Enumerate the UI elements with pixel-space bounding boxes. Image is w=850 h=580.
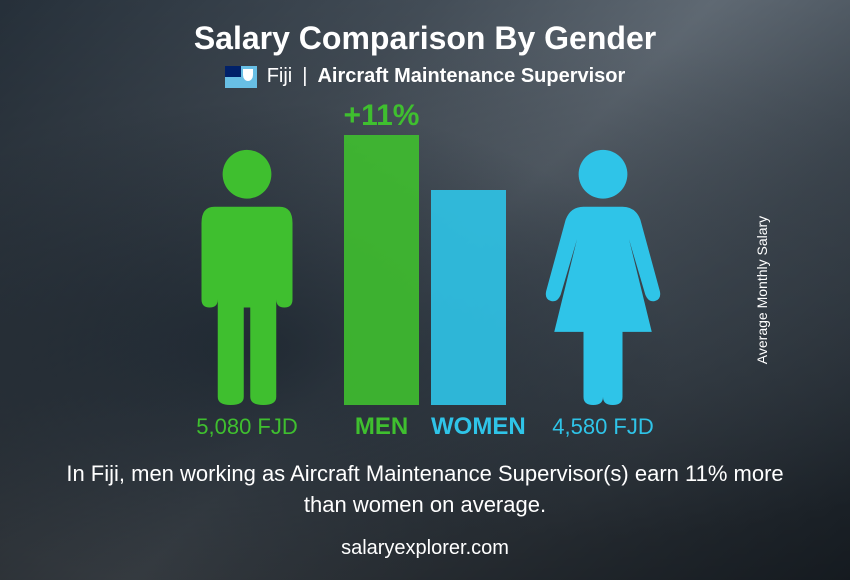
men-bar (344, 135, 419, 405)
men-gender-label: MEN (344, 413, 419, 441)
women-figure-col (518, 145, 688, 405)
y-axis-label: Average Monthly Salary (754, 216, 770, 364)
man-icon (162, 145, 332, 405)
fiji-flag-icon (225, 66, 257, 88)
men-salary-label: 5,080 FJD (162, 414, 332, 440)
women-bar-col (431, 190, 506, 405)
chart-area: +11% (40, 118, 810, 405)
description-text: In Fiji, men working as Aircraft Mainten… (65, 459, 785, 521)
separator: | (302, 65, 307, 88)
women-bar (431, 190, 506, 405)
woman-icon (518, 145, 688, 405)
men-bar-col: +11% (344, 135, 419, 405)
footer-source: salaryexplorer.com (341, 537, 509, 560)
job-title-label: Aircraft Maintenance Supervisor (317, 65, 625, 88)
women-gender-label: WOMEN (431, 413, 506, 441)
country-label: Fiji (267, 65, 293, 88)
subtitle-row: Fiji | Aircraft Maintenance Supervisor (225, 65, 626, 88)
pct-diff-label: +11% (344, 99, 420, 133)
labels-row: 5,080 FJD MEN WOMEN 4,580 FJD (40, 413, 810, 441)
women-salary-label: 4,580 FJD (518, 414, 688, 440)
page-title: Salary Comparison By Gender (194, 20, 656, 57)
men-figure-col (162, 145, 332, 405)
infographic-container: Salary Comparison By Gender Fiji | Aircr… (0, 0, 850, 580)
